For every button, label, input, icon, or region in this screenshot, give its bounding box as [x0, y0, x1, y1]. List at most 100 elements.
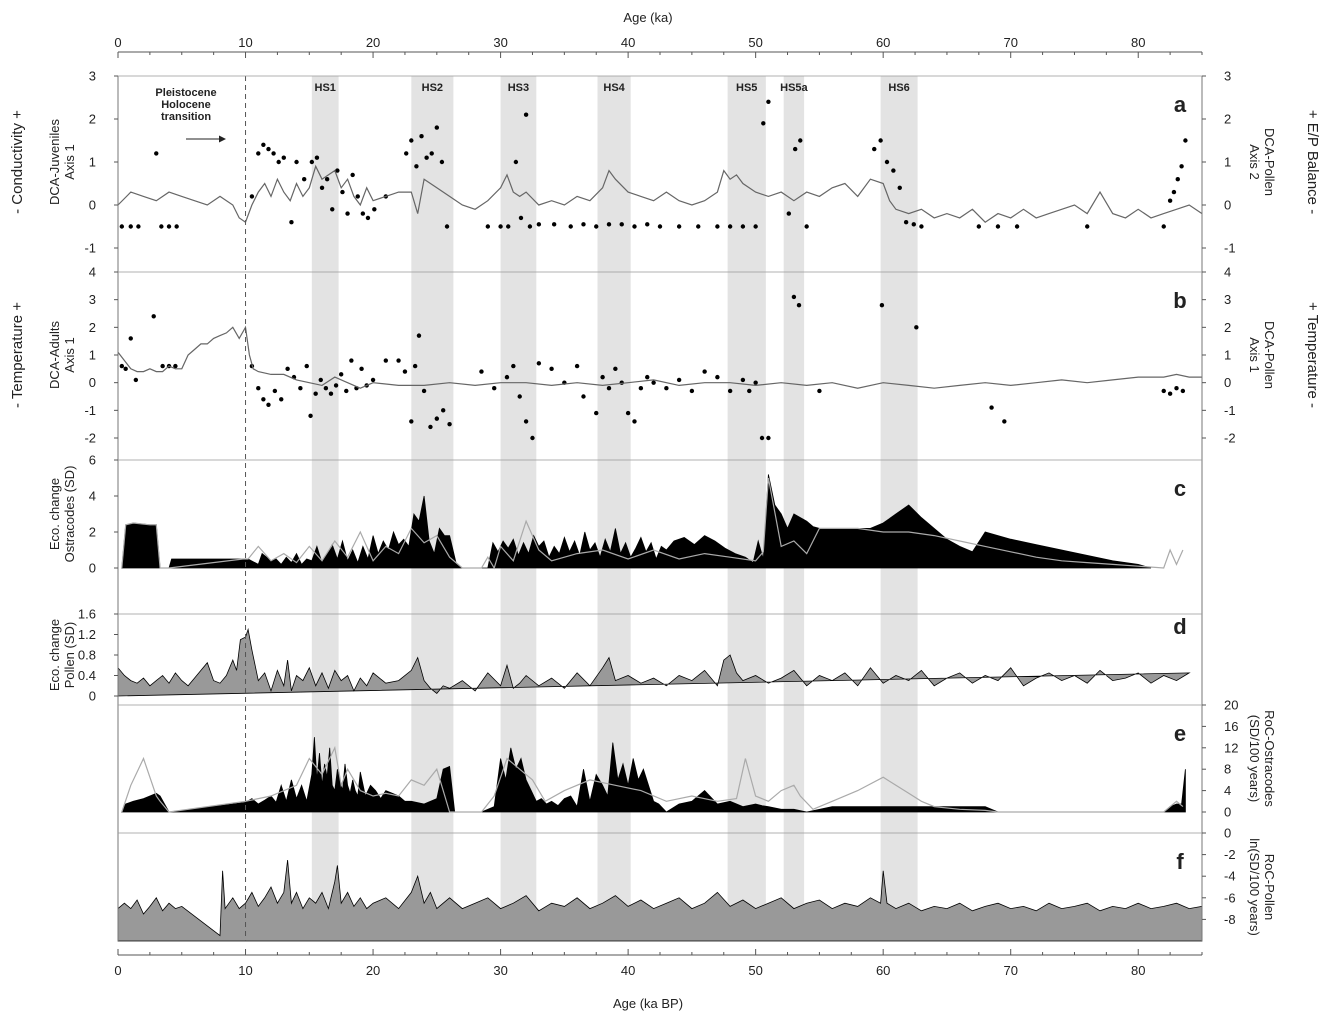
hs-label-hs4: HS4: [603, 82, 625, 94]
panel-a-point: [606, 222, 612, 227]
panel-a-point: [911, 222, 916, 227]
panel-b-point: [266, 402, 271, 407]
panel-f-right-label: RoC-Pollenln(SD/100 years): [1247, 838, 1277, 936]
panel-a-right-tick-label: 2: [1224, 112, 1231, 127]
bottom-x-tick-label: 10: [238, 963, 252, 978]
hs-label-hs5: HS5: [736, 82, 757, 94]
panel-e-right-tick-label: 0: [1224, 805, 1231, 820]
panel-b-point: [645, 374, 650, 380]
panel-a-point: [444, 224, 450, 229]
panel-b-right-tick-label: -2: [1224, 431, 1236, 446]
panel-a-point: [271, 151, 276, 156]
panel-a-right-label-line: Axis 2: [1247, 144, 1262, 179]
panel-b-right-tick-label: 0: [1224, 375, 1231, 390]
panel-b-point: [308, 413, 313, 419]
panel-b-point: [412, 363, 418, 369]
bottom-x-tick-label: 20: [366, 963, 380, 978]
panel-b-point: [279, 397, 284, 402]
top-x-tick-label: 20: [366, 35, 380, 50]
panel-b-point: [638, 386, 644, 391]
panel-b-point: [1174, 386, 1179, 391]
panel-b-point: [447, 421, 452, 427]
panel-b-right-tick-label: 2: [1224, 320, 1231, 335]
panel-b-point: [523, 419, 529, 424]
panel-a-point: [261, 142, 266, 147]
panel-b-point: [285, 366, 290, 372]
panel-a-point: [119, 224, 125, 229]
panel-d-left-tick-label: 0.4: [78, 668, 96, 683]
panel-a-point: [594, 224, 599, 229]
panel-b-point: [817, 388, 822, 394]
panel-a-point: [372, 207, 377, 212]
panel-b-point: [766, 435, 771, 441]
panel-a-point: [266, 146, 271, 152]
panel-c-left-label: Eco. changeOstracodes (SD): [47, 466, 77, 563]
heinrich-stadial-bands: [311, 76, 918, 941]
panel-b-point: [1167, 391, 1173, 396]
panel-a-point: [174, 224, 179, 229]
panel-a-point: [281, 155, 286, 160]
panel-b-point: [261, 397, 266, 402]
panel-b-point: [434, 416, 440, 421]
panel-a-point: [1085, 224, 1090, 229]
panel-e-line: [121, 745, 1184, 813]
panel-b-point: [613, 366, 618, 372]
panel-a-point: [404, 151, 409, 156]
panel-b-point: [879, 303, 885, 308]
panel-b-point: [504, 374, 510, 380]
panel-b-point: [1161, 388, 1166, 394]
panel-a-point: [1161, 224, 1166, 229]
panel-a-left-tick-label: 0: [89, 198, 96, 213]
panel-a-left-label: DCA-JuvenilesAxis 1: [47, 119, 77, 205]
panel-c-left-label-line: Eco. change: [47, 478, 62, 550]
panel-b-point: [517, 394, 522, 399]
panel-c-letter: c: [1174, 476, 1186, 501]
panel-a-left-label-line: DCA-Juveniles: [47, 119, 62, 205]
panel-d-left-label-line: Pollen (SD): [62, 622, 77, 688]
panel-b-point: [989, 405, 994, 410]
panel-a-left-tick-label: -1: [84, 241, 96, 256]
panel-f-right-label-line: RoC-Pollen: [1262, 854, 1277, 920]
panel-a-point: [645, 222, 650, 227]
panel-a-left-tick-label: 3: [89, 69, 96, 84]
hs-label-hs2: HS2: [422, 82, 443, 94]
panel-a-point: [485, 224, 491, 229]
panel-d-left-tick-label: 1.6: [78, 607, 96, 622]
panel-a-point: [727, 224, 733, 229]
panel-f-right-tick-label: -6: [1224, 890, 1236, 905]
panel-a-point: [429, 151, 434, 156]
panel-b-left-label-line: Axis 1: [62, 337, 77, 372]
panel-d-left-label-line: Eco. change: [47, 619, 62, 691]
panel-b-point: [328, 391, 334, 396]
panel-b-right-label-line: Axis 1: [1247, 337, 1262, 372]
panel-a-point: [872, 146, 877, 152]
panel-f-area: [117, 859, 1203, 942]
panel-b-point: [333, 383, 339, 388]
panel-b-right-tick-label: 4: [1224, 265, 1231, 280]
panel-c-left-label-line: Ostracodes (SD): [62, 466, 77, 563]
top-x-tick-label: 30: [493, 35, 507, 50]
bottom-axis-title: Age (ka BP): [613, 996, 683, 1011]
panel-f-right-label-line: ln(SD/100 years): [1247, 838, 1262, 936]
panel-e-right-tick-label: 12: [1224, 740, 1238, 755]
panel-f-right-tick-label: -8: [1224, 912, 1236, 927]
panel-b-point: [702, 369, 707, 374]
panel-a-point: [276, 159, 281, 165]
panel-b-point: [256, 386, 261, 391]
panel-f-right-tick-label: -2: [1224, 847, 1236, 862]
panel-b-point: [753, 380, 758, 385]
panel-b-point: [123, 366, 128, 372]
panel-b-point: [581, 394, 586, 399]
panel-a-letter: a: [1174, 92, 1187, 117]
bottom-x-tick-label: 60: [876, 963, 890, 978]
panel-a-point: [632, 224, 637, 229]
panel-a-outer-left-label: - Conductivity +: [9, 110, 26, 214]
panel-b-point: [664, 386, 669, 391]
panel-b-point: [536, 361, 542, 366]
panel-b-point: [383, 358, 389, 363]
panel-d-left-label: Eco. changePollen (SD): [47, 619, 77, 691]
panel-a-point: [289, 220, 294, 225]
panel-b-point: [689, 388, 695, 394]
panel-a-point: [696, 224, 701, 229]
